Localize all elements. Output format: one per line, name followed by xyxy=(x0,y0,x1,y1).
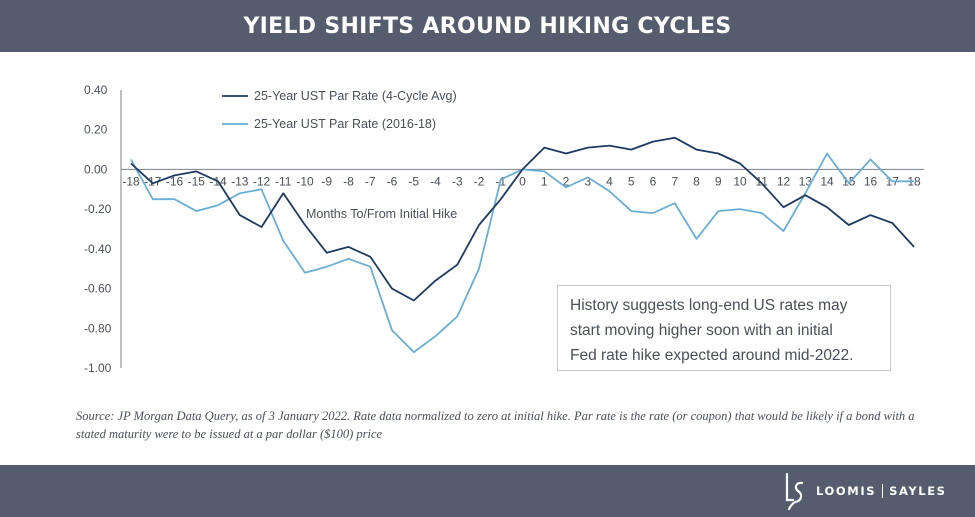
x-tick-label: 0 xyxy=(519,174,526,188)
company-logo: LOOMIS SAYLES xyxy=(780,471,947,511)
y-tick-label: 0.20 xyxy=(84,123,108,137)
footer-banner: LOOMIS SAYLES xyxy=(0,465,975,517)
x-tick-label: -12 xyxy=(253,174,271,188)
annotation-line: start moving higher soon with an initial xyxy=(570,322,833,339)
x-tick-label: -15 xyxy=(188,174,206,188)
series-line-4cycle-avg xyxy=(130,136,915,302)
x-tick-label: 13 xyxy=(799,174,813,188)
y-tick-label: -0.80 xyxy=(84,321,112,335)
logo-word-loomis: LOOMIS xyxy=(816,484,877,498)
x-axis: -18 -17 -16 -15 -14 -13 -12 -11 -10 -9 -8 -7 -6 -5 -4-… xyxy=(121,168,924,188)
logo-divider xyxy=(882,484,884,498)
chart-area: 0.40 0.20 0.00 -0.20 -0.40 -0.60 -0.80 -1.00 -1… xyxy=(0,52,975,392)
logo-wordmark: LOOMIS SAYLES xyxy=(816,484,947,498)
x-tick-label: -9 xyxy=(321,174,332,188)
x-tick-label: 4 xyxy=(606,174,613,188)
line-chart: 0.40 0.20 0.00 -0.20 -0.40 -0.60 -0.80 -1.00 -1… xyxy=(84,83,924,375)
x-tick-label: 9 xyxy=(715,174,722,188)
x-tick-label: -5 xyxy=(408,174,419,188)
x-tick-label: -11 xyxy=(275,174,292,188)
x-tick-label: -7 xyxy=(365,174,376,188)
x-tick-label: 8 xyxy=(693,174,700,188)
x-tick-label: -18 xyxy=(122,174,140,188)
annotation-line: History suggests long-end US rates may xyxy=(570,297,848,314)
ls-monogram-icon xyxy=(785,472,804,511)
x-tick-label: -6 xyxy=(387,174,398,188)
x-axis-label: Months To/From Initial Hike xyxy=(306,207,457,221)
chart-title: YIELD SHIFTS AROUND HIKING CYCLES xyxy=(243,13,732,39)
x-tick-label: -8 xyxy=(343,174,354,188)
x-tick-label: 12 xyxy=(777,174,791,188)
source-note: Source: JP Morgan Data Query, as of 3 Ja… xyxy=(76,409,915,441)
x-tick-label: 5 xyxy=(628,174,635,188)
series-lines xyxy=(130,136,915,354)
y-tick-label: 0.40 xyxy=(84,83,108,97)
x-tick-label: 11 xyxy=(756,174,769,188)
x-tick-label: -17 xyxy=(144,174,162,188)
x-tick-label: -2 xyxy=(474,174,485,188)
x-tick-label: 16 xyxy=(864,174,878,188)
x-tick-label: 2 xyxy=(563,174,570,188)
annotation-line: Fed rate hike expected around mid-2022. xyxy=(570,347,854,364)
x-tick-label: -13 xyxy=(231,174,249,188)
x-tick-label: 14 xyxy=(820,174,834,188)
x-tick-label: -16 xyxy=(166,174,184,188)
annotation-box: History suggests long-end US rates may s… xyxy=(557,285,891,371)
x-tick-label: 10 xyxy=(733,174,747,188)
y-tick-label: -1.00 xyxy=(84,361,112,375)
x-tick-label: -10 xyxy=(296,174,314,188)
legend-label: 25-Year UST Par Rate (4-Cycle Avg) xyxy=(254,89,457,103)
x-tick-label: 6 xyxy=(650,174,657,188)
title-banner: YIELD SHIFTS AROUND HIKING CYCLES xyxy=(0,0,975,52)
y-tick-label: -0.40 xyxy=(84,242,112,256)
legend-label: 25-Year UST Par Rate (2016-18) xyxy=(254,117,436,131)
logo-word-sayles: SAYLES xyxy=(889,484,947,498)
x-tick-label: 7 xyxy=(671,174,678,188)
x-tick-label: -3 xyxy=(452,174,463,188)
x-tick-label: 3 xyxy=(584,174,591,188)
y-axis: 0.40 0.20 0.00 -0.20 -0.40 -0.60 -0.80 -1.00 xyxy=(84,83,122,375)
x-tick-label: -4 xyxy=(430,174,441,188)
x-tick-label: 1 xyxy=(541,174,548,188)
y-tick-label: -0.20 xyxy=(84,202,112,216)
legend: 25-Year UST Par Rate (4-Cycle Avg) 25-Yea… xyxy=(222,89,457,131)
y-tick-label: -0.60 xyxy=(84,282,112,296)
y-tick-label: 0.00 xyxy=(84,162,108,176)
x-tick-label: 18 xyxy=(907,174,921,188)
